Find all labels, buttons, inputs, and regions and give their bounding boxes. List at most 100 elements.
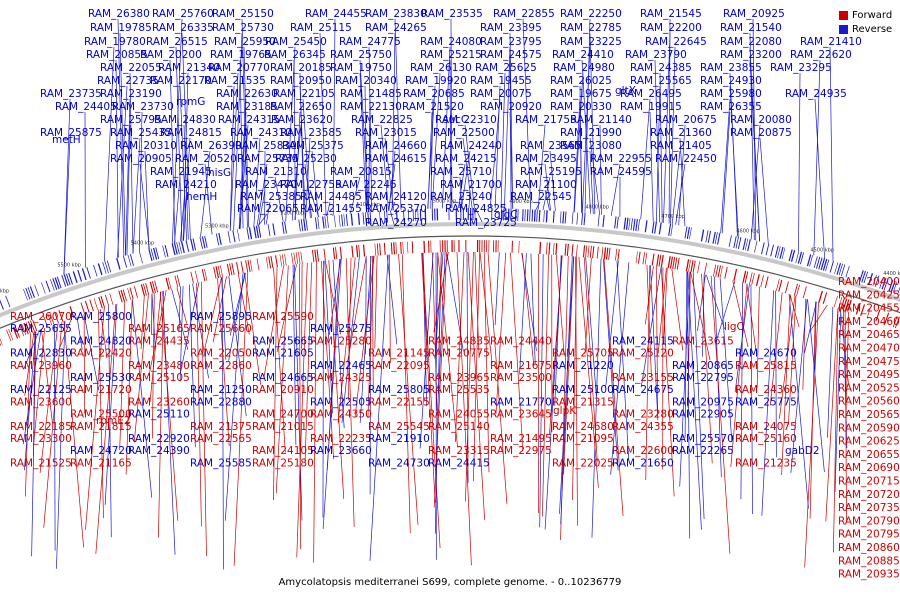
- forward-gene: [548, 242, 551, 255]
- reverse-connector: [229, 85, 235, 231]
- reverse-gene-label: RAM_19780: [84, 36, 146, 48]
- forward-gene: [688, 259, 691, 272]
- forward-connector: [789, 294, 800, 328]
- forward-connector: [324, 260, 342, 335]
- reverse-connector: [311, 150, 319, 218]
- reverse-gene-label: RAM_26355: [700, 101, 762, 113]
- reverse-gene: [237, 229, 240, 242]
- forward-connector: [43, 321, 63, 528]
- reverse-connector: [584, 18, 591, 214]
- forward-gene-label: RAM_20715: [838, 476, 900, 488]
- reverse-connector: [599, 124, 602, 215]
- reverse-gene: [623, 217, 627, 230]
- reverse-gene: [834, 262, 839, 274]
- forward-gene-label: RAM_20795: [838, 529, 900, 541]
- reverse-connector: [640, 266, 662, 388]
- forward-gene: [642, 252, 645, 265]
- reverse-gene: [838, 263, 843, 276]
- reverse-connector: [349, 176, 361, 214]
- reverse-gene-label: RAM_25665: [252, 335, 314, 347]
- reverse-connector: [63, 98, 71, 275]
- reverse-gene: [742, 238, 747, 251]
- reverse-gene: [403, 209, 405, 222]
- forward-gene-label: RAM_23155: [612, 372, 674, 384]
- reverse-gene: [524, 209, 526, 222]
- reverse-gene-name: gabD2: [785, 445, 820, 457]
- reverse-gene: [253, 226, 257, 239]
- reverse-gene-name: gltX: [615, 85, 636, 97]
- forward-gene-label: RAM_20625: [838, 436, 900, 448]
- tick-label: 4600 kbp: [736, 229, 760, 235]
- forward-gene: [672, 256, 676, 269]
- forward-gene-label: RAM_20860: [838, 542, 900, 554]
- reverse-gene-label: RAM_23585: [280, 127, 342, 139]
- forward-gene-label: RAM_25105: [128, 372, 190, 384]
- reverse-connector: [734, 284, 750, 393]
- reverse-connector: [365, 256, 367, 355]
- reverse-gene: [470, 208, 472, 221]
- reverse-gene-label: RAM_23185: [216, 101, 278, 113]
- reverse-connector: [182, 72, 189, 241]
- reverse-gene: [272, 223, 276, 236]
- reverse-gene: [176, 242, 180, 255]
- forward-connector: [454, 251, 465, 442]
- reverse-connector: [659, 72, 663, 223]
- reverse-gene: [50, 279, 55, 291]
- reverse-gene-label: RAM_24670: [735, 348, 797, 360]
- forward-gene: [553, 242, 555, 255]
- reverse-gene-label: RAM_26495: [620, 88, 682, 100]
- reverse-connector: [129, 72, 134, 254]
- forward-gene-label: RAM_24355: [612, 421, 674, 433]
- reverse-gene-label: RAM_24825: [445, 203, 507, 215]
- reverse-connector: [721, 111, 731, 234]
- forward-gene: [793, 283, 798, 296]
- reverse-gene-label: RAM_23790: [625, 49, 687, 61]
- forward-gene: [603, 247, 607, 260]
- reverse-gene: [825, 259, 830, 272]
- forward-gene: [719, 265, 723, 278]
- forward-gene: [439, 240, 441, 253]
- reverse-gene: [383, 210, 386, 223]
- forward-connector: [730, 283, 748, 468]
- reverse-connector: [522, 18, 532, 210]
- reverse-gene-label: RAM_24820: [70, 335, 132, 347]
- forward-gene: [411, 241, 414, 254]
- forward-gene: [104, 294, 110, 307]
- reverse-gene-label: RAM_20855: [86, 49, 148, 61]
- reverse-gene: [173, 242, 178, 255]
- reverse-gene-label: RAM_25805: [368, 384, 430, 396]
- forward-connector: [788, 296, 797, 425]
- reverse-connector: [319, 32, 327, 217]
- forward-gene: [635, 251, 638, 264]
- reverse-connector: [390, 201, 396, 211]
- reverse-gene: [733, 236, 737, 249]
- reverse-gene: [192, 238, 197, 251]
- forward-gene: [589, 245, 592, 258]
- reverse-gene: [868, 273, 874, 285]
- reverse-connector: [253, 137, 261, 227]
- reverse-gene: [747, 239, 751, 252]
- forward-gene: [685, 259, 690, 272]
- forward-connector: [655, 266, 659, 421]
- reverse-gene-label: RAM_26515: [146, 36, 208, 48]
- forward-gene: [818, 290, 823, 303]
- forward-gene: [69, 306, 75, 318]
- forward-connector: [159, 291, 179, 521]
- reverse-gene: [419, 208, 422, 221]
- forward-connector: [510, 252, 524, 452]
- reverse-gene: [531, 209, 534, 222]
- reverse-gene: [34, 284, 40, 297]
- reverse-gene: [689, 227, 692, 240]
- reverse-gene: [386, 210, 388, 223]
- reverse-connector: [103, 46, 115, 262]
- forward-gene: [875, 309, 881, 322]
- legend-forward-label: Forward: [852, 9, 893, 21]
- reverse-gene-label: RAM_23535: [421, 8, 483, 20]
- reverse-gene-label: RAM_24265: [365, 22, 427, 34]
- reverse-gene-label: RAM_20950: [270, 75, 332, 87]
- reverse-gene: [559, 211, 562, 224]
- forward-connector: [825, 308, 839, 522]
- forward-gene: [713, 264, 717, 277]
- reverse-gene: [820, 258, 826, 271]
- forward-gene-label: RAM_24350: [310, 409, 372, 421]
